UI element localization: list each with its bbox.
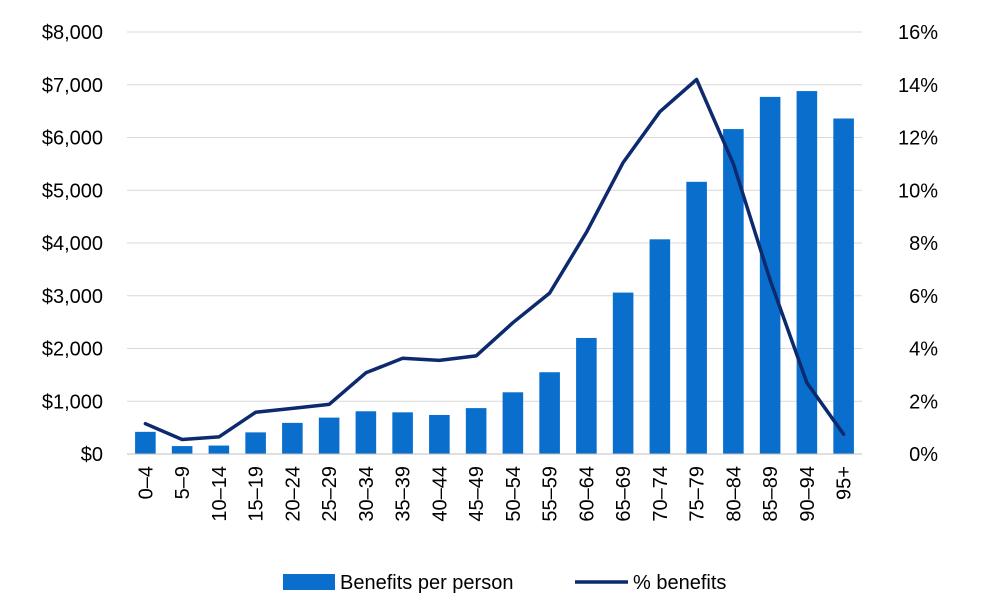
x-tick-label: 75–79	[687, 466, 709, 522]
bar[interactable]	[392, 412, 413, 454]
y-right-tick-label: 16%	[898, 22, 938, 44]
y-right-tick-label: 6%	[909, 286, 938, 308]
legend-label: % benefits	[633, 572, 726, 594]
y-right-tick-label: 12%	[898, 128, 938, 150]
y-right-tick-label: 10%	[898, 180, 938, 202]
bar[interactable]	[318, 417, 340, 454]
x-tick-label: 70–74	[650, 466, 672, 522]
x-tick-label: 50–54	[503, 466, 525, 522]
x-tick-label: 55–59	[540, 466, 562, 522]
x-tick-label: 60–64	[576, 466, 598, 522]
x-tick-label: 35–39	[393, 466, 415, 522]
x-tick-label: 0–4	[135, 466, 157, 499]
y-right-tick-label: 0%	[909, 444, 938, 466]
legend-label: Benefits per person	[340, 572, 513, 594]
y-right-tick-label: 8%	[909, 233, 938, 255]
x-tick-label: 45–49	[466, 466, 488, 522]
bar[interactable]	[539, 372, 560, 454]
y-left-tick-label: $1,000	[42, 391, 103, 413]
y-left-tick-label: $5,000	[42, 180, 103, 202]
bar[interactable]	[576, 337, 597, 454]
y-left-tick-label: $4,000	[42, 233, 103, 255]
bar[interactable]	[355, 411, 377, 454]
x-tick-label: 90–94	[797, 466, 819, 522]
bar[interactable]	[796, 91, 818, 454]
bar[interactable]	[686, 181, 707, 454]
x-tick-label: 95+	[834, 466, 856, 500]
y-right-tick-label: 2%	[909, 391, 938, 413]
bar[interactable]	[833, 118, 854, 454]
y-left-tick-label: $0	[81, 444, 103, 466]
bar[interactable]	[429, 414, 450, 454]
y-left-tick-label: $2,000	[42, 339, 103, 361]
bar[interactable]	[649, 239, 671, 454]
x-tick-label: 25–29	[319, 466, 341, 522]
x-tick-label: 30–34	[356, 466, 378, 522]
x-tick-label: 65–69	[613, 466, 635, 522]
line-series-percent-benefits[interactable]	[143, 77, 846, 442]
y-left-tick-label: $3,000	[42, 286, 103, 308]
x-tick-label: 5–9	[172, 466, 194, 499]
x-tick-label: 15–19	[246, 466, 268, 522]
y-left-tick-label: $7,000	[42, 75, 103, 97]
bar[interactable]	[465, 408, 487, 454]
legend-swatch-bar	[283, 574, 335, 590]
bar[interactable]	[171, 446, 193, 454]
x-tick-label: 10–14	[209, 466, 231, 522]
y-left-tick-label: $8,000	[42, 22, 103, 44]
bar[interactable]	[282, 422, 303, 454]
bar[interactable]	[612, 292, 634, 454]
bar[interactable]	[723, 129, 744, 454]
bar[interactable]	[245, 432, 266, 454]
x-tick-label: 85–89	[760, 466, 782, 522]
x-tick-label: 80–84	[723, 466, 745, 522]
x-tick-label: 40–44	[429, 466, 451, 522]
y-right-tick-label: 14%	[898, 75, 938, 97]
bar[interactable]	[135, 431, 156, 454]
bar[interactable]	[502, 392, 524, 454]
x-tick-label: 20–24	[282, 466, 304, 522]
y-right-tick-label: 4%	[909, 339, 938, 361]
y-left-tick-label: $6,000	[42, 128, 103, 150]
bar[interactable]	[208, 445, 230, 454]
